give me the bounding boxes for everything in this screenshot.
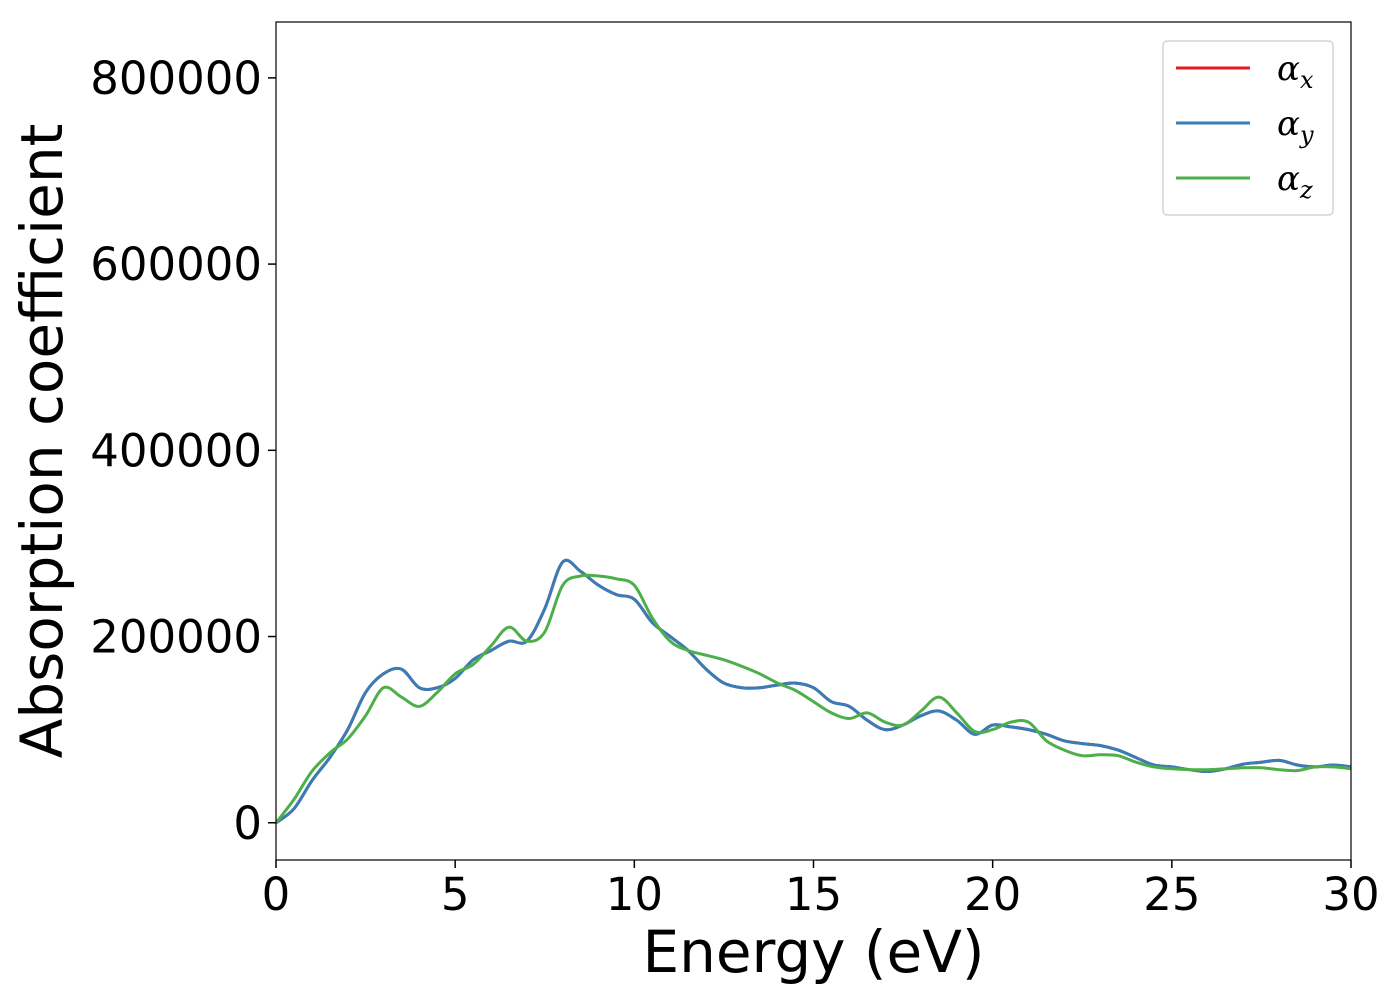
y-axis-title: Absorption coefficient — [8, 124, 76, 759]
legend-label-x: αx — [1277, 49, 1314, 94]
x-axis-title: Energy (eV) — [642, 918, 984, 986]
y-tick-label: 800000 — [90, 52, 262, 105]
legend-label-z: αz — [1277, 159, 1313, 204]
axis-ticks: 0 5 10 15 20 25 30 0 200000 400000 600000 800000 — [90, 52, 1379, 921]
legend-symbol: α — [1277, 49, 1300, 89]
x-tick-label: 10 — [606, 868, 663, 921]
legend-symbol: α — [1277, 159, 1300, 199]
y-tick-label: 600000 — [90, 238, 262, 291]
x-tick-label: 5 — [441, 868, 470, 921]
series-line-y — [276, 558, 1351, 825]
x-tick-label: 0 — [262, 868, 291, 921]
legend-subscript: x — [1300, 66, 1314, 94]
legend-subscript: y — [1299, 121, 1314, 149]
y-tick-label: 200000 — [90, 611, 262, 664]
y-tick-label: 0 — [233, 797, 262, 850]
x-tick-label: 25 — [1143, 868, 1200, 921]
legend-subscript: z — [1299, 176, 1313, 204]
series-line-z — [276, 573, 1351, 825]
plot-area — [276, 558, 1351, 825]
legend-box — [1162, 40, 1334, 216]
legend-label-y: αy — [1277, 104, 1314, 149]
x-tick-label: 30 — [1322, 868, 1379, 921]
y-tick-label: 400000 — [90, 424, 262, 477]
x-tick-label: 20 — [964, 868, 1021, 921]
x-tick-label: 15 — [785, 868, 842, 921]
legend-symbol: α — [1277, 104, 1300, 144]
